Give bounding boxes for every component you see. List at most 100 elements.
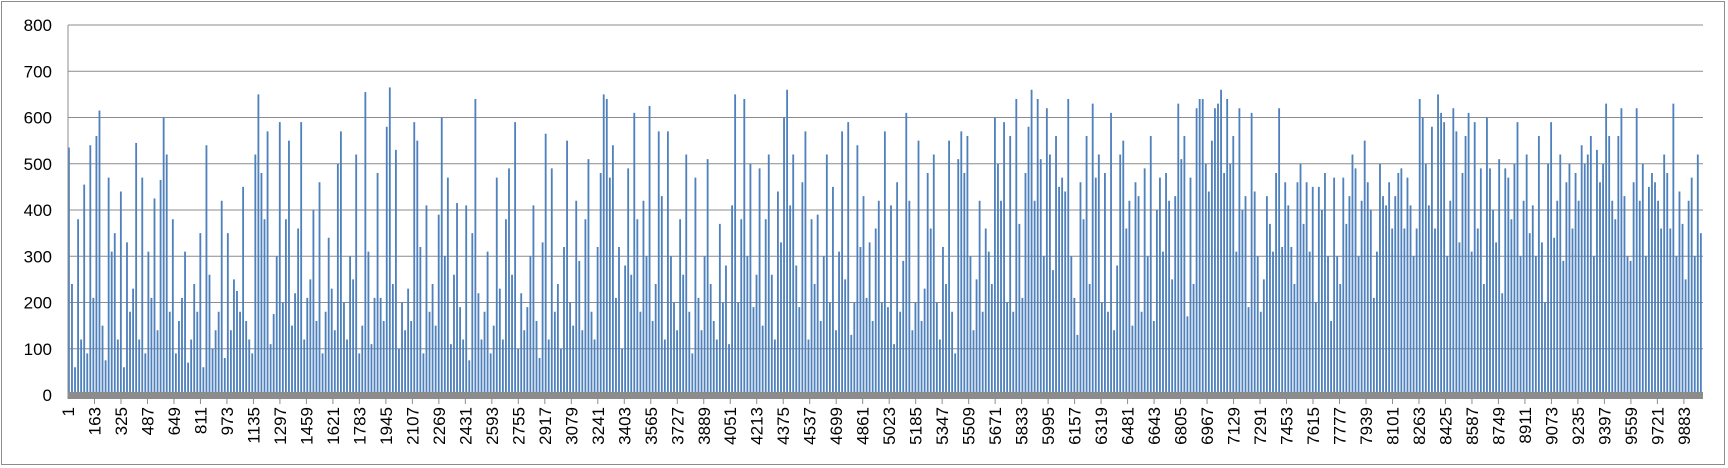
bar	[1067, 99, 1070, 395]
bar	[1434, 228, 1436, 395]
bar	[1076, 334, 1079, 396]
bar	[1058, 186, 1060, 396]
bar	[1110, 112, 1112, 396]
bar	[1580, 145, 1583, 395]
y-tick-labels: 0 100 200 300 400 500 600 700 800	[24, 16, 52, 405]
bar	[395, 149, 397, 396]
x-tick-label: 9073	[1542, 407, 1561, 445]
bar	[859, 247, 862, 395]
x-tick-label: 3403	[615, 407, 634, 445]
bar	[718, 223, 721, 396]
bar	[306, 297, 309, 396]
bar	[123, 367, 125, 395]
x-tick-label: 5185	[907, 407, 926, 445]
bar	[1299, 163, 1302, 395]
x-tick-label: 2431	[456, 407, 475, 445]
x-tick-label: 163	[85, 407, 104, 435]
bar	[174, 353, 177, 396]
bar	[844, 279, 847, 396]
bar	[1537, 136, 1540, 395]
x-tick-label: 9883	[1675, 407, 1694, 445]
x-tick-label: 7615	[1304, 407, 1323, 445]
bar	[1311, 186, 1314, 396]
bar	[1678, 191, 1681, 395]
x-tick-label: 8587	[1463, 407, 1482, 445]
bar	[633, 112, 636, 396]
bar	[251, 353, 254, 396]
bar	[419, 247, 422, 395]
bar	[336, 163, 339, 395]
bar	[822, 256, 825, 395]
bar	[951, 311, 954, 395]
bar	[1565, 182, 1568, 395]
y-tick-label: 0	[43, 386, 52, 405]
bar	[129, 311, 131, 395]
bar	[352, 279, 355, 396]
bar	[229, 330, 232, 395]
bar	[624, 265, 627, 395]
bar	[1599, 182, 1601, 395]
bar	[1140, 311, 1143, 395]
bar	[1699, 233, 1702, 396]
bar	[535, 321, 538, 395]
x-tick-label: 6157	[1066, 407, 1085, 445]
bar	[725, 265, 727, 395]
bar	[899, 311, 902, 395]
bar	[917, 140, 920, 396]
bar	[80, 339, 83, 395]
bar	[838, 251, 840, 396]
bar	[896, 182, 899, 395]
bar	[450, 344, 452, 396]
bar	[1006, 302, 1009, 395]
bar	[1498, 159, 1501, 395]
x-tick-label: 5833	[1013, 407, 1032, 445]
bar	[890, 205, 892, 395]
bar	[453, 274, 455, 395]
bar	[871, 321, 874, 395]
bar	[333, 330, 336, 395]
bar	[1045, 108, 1048, 395]
bar	[156, 330, 159, 395]
bar	[1452, 108, 1455, 395]
bar	[804, 131, 807, 396]
bar	[437, 214, 440, 396]
bar	[1116, 265, 1119, 395]
bar	[1189, 177, 1192, 396]
bar	[1528, 233, 1531, 396]
bar	[1660, 228, 1663, 395]
x-tick-label: 7129	[1225, 407, 1244, 445]
bar	[526, 307, 529, 396]
bar	[214, 330, 217, 395]
x-tick-label: 4375	[774, 407, 793, 445]
bar	[532, 205, 535, 395]
bar	[1669, 228, 1672, 395]
bar	[569, 302, 572, 395]
bar	[1152, 321, 1155, 395]
bar	[1550, 122, 1553, 396]
bar	[752, 307, 755, 396]
bar	[355, 154, 358, 395]
bar	[1531, 205, 1534, 395]
bar	[618, 247, 620, 395]
bar	[801, 182, 804, 395]
bar	[832, 186, 834, 396]
bar	[1357, 256, 1360, 395]
bar	[1489, 168, 1491, 395]
bar	[1577, 200, 1580, 395]
bar	[1651, 173, 1653, 395]
bar	[1281, 247, 1284, 395]
bar	[1226, 99, 1229, 395]
bar	[162, 117, 165, 395]
bar	[590, 311, 593, 395]
bar	[740, 219, 743, 395]
bar	[181, 297, 183, 396]
bar	[816, 214, 819, 396]
bar	[370, 344, 373, 396]
bar	[92, 297, 95, 396]
bar	[1207, 191, 1210, 395]
bar	[1042, 256, 1045, 395]
bar	[550, 168, 553, 395]
bar	[856, 145, 859, 395]
bar	[187, 362, 190, 396]
bar	[1052, 270, 1054, 396]
